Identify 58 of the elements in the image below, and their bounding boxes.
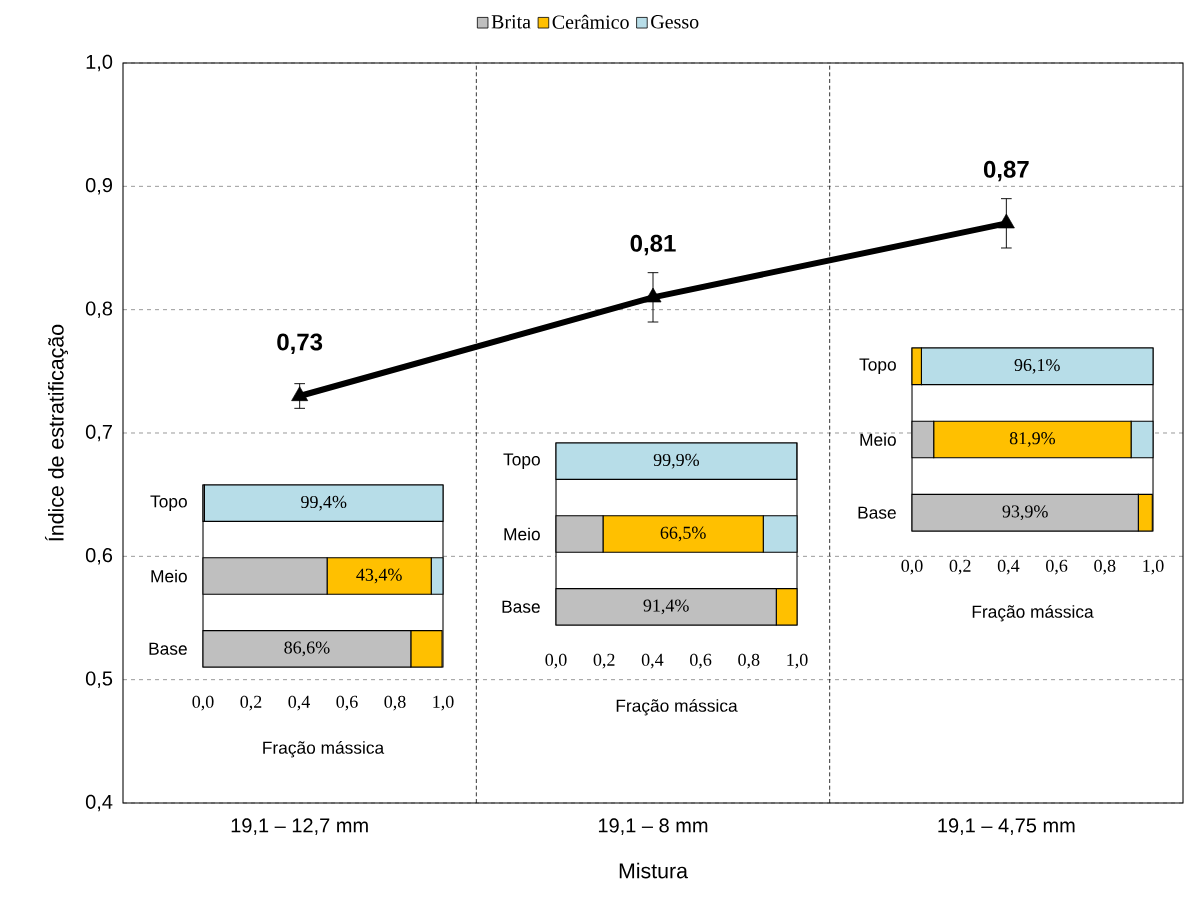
x-axis-title: Mistura xyxy=(619,862,688,879)
x-tick-label: 0,0 xyxy=(901,559,923,575)
y-tick-label: Meio xyxy=(504,527,540,541)
x-tick-label: 1,0 xyxy=(433,695,454,711)
y-tick-label: Base xyxy=(149,642,187,655)
x-tick-label: 0,4 xyxy=(997,559,1020,575)
x-tick-label: 0,8 xyxy=(738,653,760,669)
data-label: 99,9% xyxy=(653,453,700,469)
data-label: 96,1% xyxy=(1014,358,1060,374)
legend-label: Gesso xyxy=(651,15,699,29)
data-label: 66,5% xyxy=(660,526,706,542)
x-tick-label: 0,8 xyxy=(384,695,406,711)
x-tick-label: 0,0 xyxy=(192,695,214,711)
y-tick-label: 0,7 xyxy=(85,424,112,442)
y-tick-label: Topo xyxy=(150,495,187,511)
x-tick-label: 0,8 xyxy=(1094,559,1116,575)
x-tick-label: 1,0 xyxy=(787,653,808,669)
data-label: 0,73 xyxy=(277,333,323,354)
y-tick-label: Topo xyxy=(503,453,540,469)
y-tick-label: Topo xyxy=(859,358,896,375)
y-tick-label: 0,8 xyxy=(85,301,113,318)
x-tick-label: 19,1 – 4,75 mm xyxy=(938,818,1075,835)
x-tick-label: 0,2 xyxy=(240,695,262,711)
x-tick-label: 0,4 xyxy=(288,695,310,711)
data-label: 91,4% xyxy=(643,599,689,615)
y-tick-label: Base xyxy=(858,506,896,519)
x-tick-label: 19,1 – 8 mm xyxy=(598,818,708,835)
data-label: 43,4% xyxy=(356,568,402,584)
data-label: 0,81 xyxy=(630,234,676,256)
data-label: 86,6% xyxy=(284,641,330,657)
data-label: 93,9% xyxy=(1002,505,1048,521)
legend-label: Brita xyxy=(491,15,531,29)
legend-label: Cerâmico xyxy=(552,14,629,29)
data-label: 0,87 xyxy=(983,160,1029,182)
y-tick-label: 1,0 xyxy=(86,54,113,72)
y-tick-label: 0,5 xyxy=(85,671,113,688)
x-tick-label: 19,1 – 12,7 mm xyxy=(231,818,368,835)
x-axis-title: Fração mássica xyxy=(263,740,385,758)
x-axis-title: Fração mássica xyxy=(616,698,738,716)
x-tick-label: 0,6 xyxy=(690,653,712,669)
x-axis-title: Fração mássica xyxy=(972,604,1094,622)
y-tick-label: Base xyxy=(502,600,540,613)
x-tick-label: 0,0 xyxy=(545,653,567,669)
x-tick-label: 0,2 xyxy=(949,559,971,575)
x-tick-label: 0,6 xyxy=(1046,559,1068,575)
x-tick-label: 0,6 xyxy=(336,695,358,711)
x-tick-label: 0,2 xyxy=(593,653,615,669)
point xyxy=(644,287,662,303)
x-tick-label: 0,4 xyxy=(641,653,664,669)
data-label: 81,9% xyxy=(1009,432,1056,447)
data-label: 99,4% xyxy=(301,495,347,511)
y-axis-title: Índice de estratificação xyxy=(44,324,68,541)
point xyxy=(997,213,1015,229)
x-tick-label: 1,0 xyxy=(1143,559,1164,575)
y-tick-label: 0,9 xyxy=(85,178,112,195)
y-tick-label: Meio xyxy=(860,433,896,446)
y-tick-label: Meio xyxy=(151,569,187,583)
y-tick-label: 0,4 xyxy=(85,794,113,812)
